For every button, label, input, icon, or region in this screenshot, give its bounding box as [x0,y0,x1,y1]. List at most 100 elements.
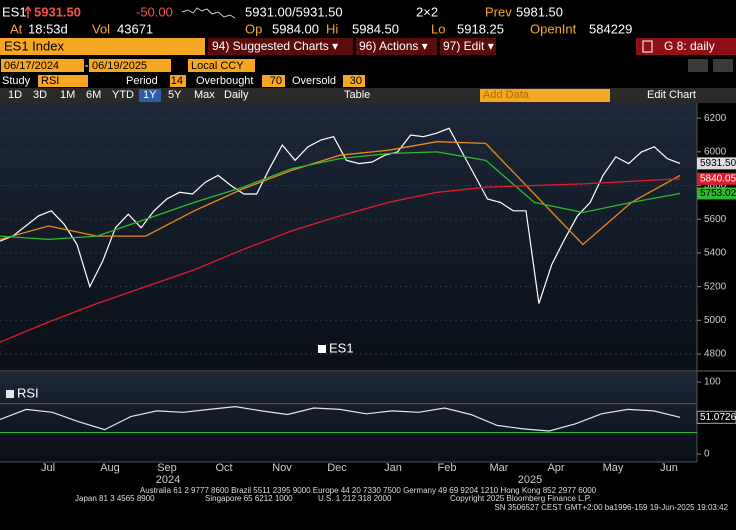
year-label: 2025 [518,474,542,486]
menu-bg[interactable] [208,38,353,55]
range-button[interactable]: 1D [8,89,22,101]
edit-chart[interactable]: Edit Chart [647,89,696,101]
y-tick-label: 5800 [704,180,727,191]
param-value: 14 [171,75,183,87]
security: ES1 Index [4,38,64,53]
param-value: 30 [350,75,362,87]
x-tick-label: Oct [215,462,232,474]
active-range [139,89,161,102]
stat-label: Lo [431,21,445,36]
range-button[interactable]: Max [194,89,215,101]
param-value: 70 [270,75,282,87]
param-input[interactable] [170,75,186,87]
stat-value: 5918.25 [457,21,504,36]
up-arrow [24,5,32,18]
param-label: Overbought [196,75,253,87]
last-value-label: 5931.50 [700,158,736,169]
y-tick-label: 100 [704,377,721,388]
redo-button[interactable] [713,59,733,72]
legend-label: RSI [17,385,39,400]
x-tick-label: Jun [660,462,678,474]
footer-text: Australia 61 2 9777 8600 Brazil 5511 239… [140,486,597,495]
y-tick-label: 5000 [704,315,727,326]
x-tick-label: Jan [384,462,402,474]
menu-bg[interactable] [356,38,437,55]
menu-item[interactable]: 94) Suggested Charts ▾ [212,39,338,53]
legend-swatch [6,390,14,398]
add-data-input[interactable] [480,89,610,102]
last-value-badge [697,157,736,170]
range-button[interactable]: Daily [224,89,249,101]
date-input[interactable] [1,59,84,72]
stat-label: Hi [326,21,338,36]
range-button[interactable]: 1Y [143,89,157,101]
menu-item[interactable]: 96) Actions ▾ [359,39,428,53]
currency: Local CCY [191,60,244,72]
year-label: 2024 [156,474,180,486]
footer-text: Singapore 65 6212 1000 [205,494,293,503]
stat-value: 18:53d [28,21,68,36]
param-input[interactable] [262,75,285,87]
x-tick-label: Feb [438,462,457,474]
x-tick-label: Nov [272,462,292,474]
bid-ask: 5931.00/5931.50 [245,4,343,19]
layout-box[interactable] [636,38,736,55]
add-data: Add Data [483,89,530,101]
end-date: 06/19/2025 [92,60,147,72]
range-button[interactable]: 5Y [168,89,182,101]
range-button[interactable]: 3D [33,89,47,101]
stat-label: OpenInt [530,21,577,36]
menu-item[interactable]: 97) Edit ▾ [443,39,494,53]
currency-input[interactable] [188,59,255,72]
range-button[interactable]: 6M [86,89,101,101]
y-tick-label: 6000 [704,146,727,157]
y-tick-label: 6200 [704,113,727,124]
y-tick-label: 4800 [704,349,727,360]
range-button[interactable]: YTD [112,89,134,101]
stat-value: 43671 [117,21,153,36]
x-tick-label: Aug [100,462,120,474]
study-name: RSI [41,75,59,87]
security-box[interactable] [0,38,205,55]
start-date: 06/17/2024 [4,60,59,72]
stat-label: At [10,21,23,36]
stat-label: Vol [92,21,110,36]
sparkline [181,7,236,19]
x-tick-label: Dec [327,462,347,474]
y-tick-label: 5200 [704,281,727,292]
prev-label: Prev [485,4,512,19]
study-input[interactable] [38,75,88,87]
param-input[interactable] [343,75,365,87]
menu-bg[interactable] [440,38,496,55]
last-value-label: 5840.05 [700,173,736,184]
x-tick-label: Jul [41,462,55,474]
footer-text: Japan 81 3 4565 8900 [75,494,155,503]
size: 2×2 [416,4,438,19]
x-tick-label: May [603,462,624,474]
moving-average [0,141,681,246]
last-value-label: 5753.02 [700,188,736,199]
x-tick-label: Mar [490,462,509,474]
footer-text: U.S. 1 212 318 2000 [318,494,392,503]
series-line [0,127,681,304]
y-tick-label: 5600 [704,214,727,225]
y-tick-label: 0 [704,449,710,460]
x-tick-label: Apr [547,462,564,474]
undo-button[interactable] [688,59,708,72]
footer-text: Copyright 2025 Bloomberg Finance L.P. [450,494,591,503]
legend-swatch [318,345,326,353]
layout-icon [642,40,653,53]
param-label: Oversold [292,75,336,87]
change: -50.00 [136,4,173,19]
stat-value: 5984.00 [272,21,319,36]
last-value-badge [697,172,736,185]
stat-value: 584229 [589,21,632,36]
date-input[interactable] [89,59,171,72]
range-button[interactable]: 1M [60,89,75,101]
last-price: 5931.50 [34,4,81,19]
table-button[interactable]: Table [344,89,370,101]
last-value-badge [696,410,736,424]
legend-label: ES1 [329,340,354,355]
